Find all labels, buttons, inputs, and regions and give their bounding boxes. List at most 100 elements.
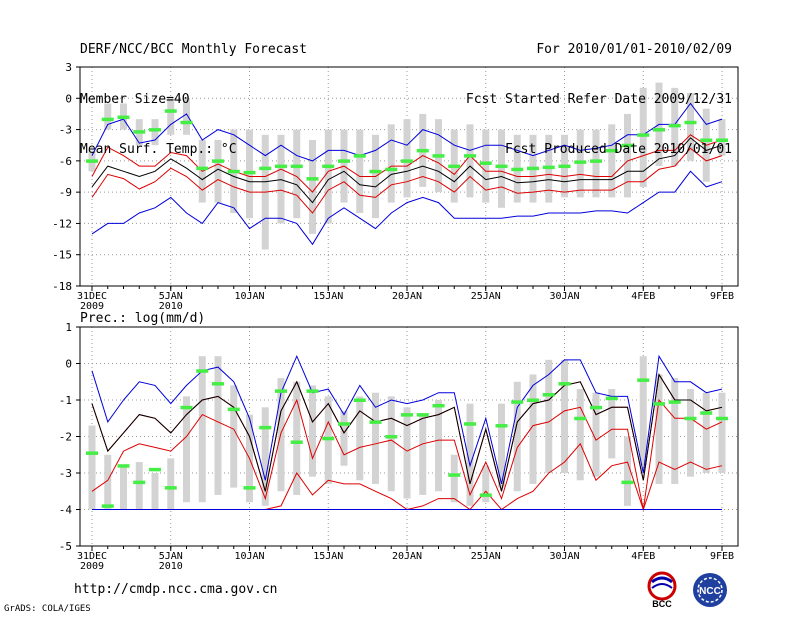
x-tick-label: 31DEC — [77, 291, 107, 302]
series-line-lower — [91, 147, 723, 214]
spread-box — [687, 389, 694, 477]
spread-box — [639, 87, 647, 187]
observed-marker — [164, 486, 177, 490]
observed-marker — [164, 109, 177, 113]
observed-marker — [149, 128, 161, 132]
observed-marker — [416, 413, 429, 417]
x-tick-label: 30JAN — [549, 291, 579, 302]
observed-marker — [668, 400, 681, 404]
observed-marker — [511, 167, 524, 172]
spread-box — [167, 458, 175, 510]
forecast-produced-date: Fcst Produced Date 2010/01/01 — [505, 142, 732, 157]
spread-box — [340, 410, 348, 466]
observed-marker — [275, 389, 287, 393]
observed-marker — [621, 143, 634, 148]
observed-marker — [700, 411, 713, 415]
observed-marker — [684, 120, 697, 125]
observed-marker — [180, 120, 193, 125]
observed-marker — [716, 416, 728, 421]
observed-marker — [479, 493, 492, 497]
observed-marker — [448, 164, 461, 169]
observed-marker — [149, 467, 161, 472]
x-tick-label: 25JAN — [471, 291, 501, 302]
x-tick-label: 20JAN — [392, 291, 422, 302]
spread-box — [498, 403, 505, 488]
spread-box — [466, 403, 474, 506]
ncc-logo-icon: NCC — [693, 573, 727, 607]
observed-marker — [464, 422, 476, 426]
spread-box — [718, 119, 726, 156]
spread-box — [498, 129, 505, 208]
series-line-max — [91, 102, 723, 162]
series-line-mean — [91, 373, 723, 492]
series-line-mean — [91, 137, 723, 204]
observed-marker — [448, 473, 461, 477]
spread-box — [135, 462, 143, 510]
x-tick-label: 5JAN — [159, 551, 183, 562]
ncc-logo-text: NCC — [699, 586, 721, 597]
observed-marker — [495, 164, 508, 169]
observed-marker — [369, 420, 382, 424]
grads-credit: GrADS: COLA/IGES — [4, 604, 91, 614]
spread-box — [624, 436, 631, 506]
observed-marker — [527, 398, 539, 402]
spread-box — [151, 473, 159, 510]
observed-marker — [432, 403, 445, 408]
observed-marker — [542, 165, 555, 170]
x-tick-label-year: 2009 — [80, 301, 104, 312]
spread-box — [482, 129, 490, 203]
observed-marker — [401, 159, 413, 163]
observed-marker — [684, 416, 697, 421]
spread-box — [403, 407, 411, 499]
spread-box — [513, 381, 521, 492]
spread-box — [151, 119, 159, 146]
x-tick-label: 20JAN — [392, 551, 422, 562]
spread-box — [356, 396, 364, 481]
y-tick-label: 0 — [65, 358, 72, 371]
observed-marker — [637, 133, 650, 137]
spread-box — [261, 407, 269, 506]
x-tick-label-year: 2010 — [159, 301, 183, 312]
observed-marker — [464, 154, 476, 158]
observed-marker — [605, 396, 618, 401]
x-tick-label: 4FEB — [631, 291, 655, 302]
observed-marker — [558, 382, 571, 386]
observed-marker — [196, 369, 209, 373]
series-line-max — [91, 354, 723, 485]
y-tick-label: -5 — [59, 540, 72, 553]
member-size: Member Size=40 — [80, 92, 190, 107]
y-tick-label: -3 — [59, 124, 72, 137]
spread-box — [561, 359, 568, 473]
x-tick-label: 31DEC — [77, 551, 107, 562]
x-tick-label: 15JAN — [313, 551, 343, 562]
spread-box — [466, 124, 474, 198]
series-line-upper — [91, 134, 723, 193]
spread-box — [120, 465, 127, 510]
y-tick-label: -4 — [59, 504, 73, 517]
spread-box — [88, 425, 96, 510]
observed-marker — [542, 393, 555, 397]
observed-marker — [353, 398, 366, 402]
spread-box — [324, 129, 332, 224]
observed-marker — [86, 159, 98, 163]
observed-marker — [275, 164, 287, 169]
x-tick-label-year: 2010 — [159, 561, 183, 572]
spread-box — [592, 392, 600, 477]
observed-marker — [432, 154, 445, 158]
observed-marker — [227, 169, 240, 174]
observed-marker — [101, 504, 114, 508]
y-tick-label: 1 — [65, 321, 72, 334]
spread-box — [293, 129, 301, 219]
y-tick-label: 3 — [65, 61, 72, 74]
spread-box — [702, 392, 710, 473]
observed-marker — [117, 115, 130, 120]
spread-box — [309, 385, 316, 477]
spread-box — [403, 119, 411, 198]
header-left: DERF/NCC/BCC Monthly Forecast Member Siz… — [80, 10, 307, 176]
source-url: http://cmdp.ncc.cma.gov.cn — [74, 582, 278, 597]
spread-box — [104, 454, 112, 510]
observed-marker — [212, 159, 224, 163]
observed-marker — [716, 138, 728, 142]
